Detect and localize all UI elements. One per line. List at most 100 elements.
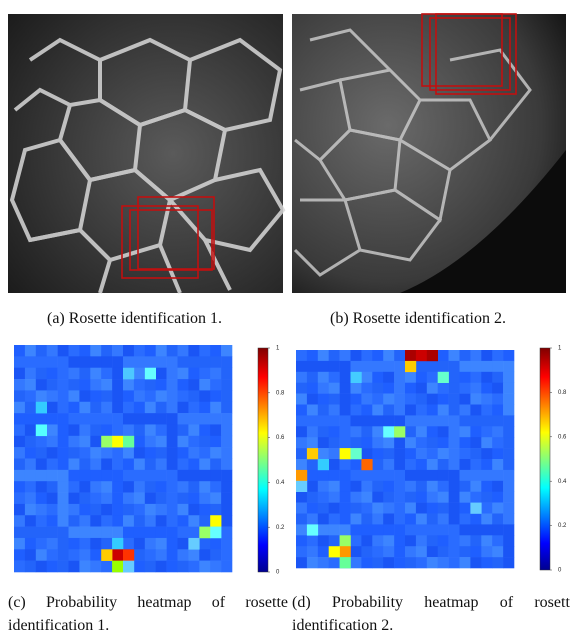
heatmap-cell: [210, 368, 221, 380]
heatmap-cell: [492, 426, 503, 437]
tick-label: 0.6: [276, 435, 285, 441]
heatmap-cell: [145, 345, 156, 357]
heatmap-cell: [416, 524, 427, 535]
heatmap-cell: [307, 415, 318, 426]
caption: identification 1.: [8, 617, 109, 635]
heatmap-cell: [156, 368, 167, 380]
heatmap-cell: [394, 426, 405, 437]
heatmap-cell: [47, 538, 58, 550]
heatmap-cell: [123, 493, 134, 505]
heatmap-cell: [503, 514, 514, 525]
heatmap-cell: [199, 493, 210, 505]
heatmap-cell: [25, 345, 36, 357]
heatmap-cell: [438, 459, 449, 470]
heatmap-cell: [167, 549, 178, 561]
heatmap-cell: [123, 481, 134, 493]
heatmap-cell: [329, 448, 340, 459]
heatmap-cell: [210, 390, 221, 402]
heatmap-cell: [69, 459, 80, 471]
heatmap-cell: [25, 413, 36, 425]
heatmap-cell: [449, 448, 460, 459]
heatmap-cell: [36, 470, 47, 482]
heatmap-cell: [470, 481, 481, 492]
heatmap-cell: [69, 549, 80, 561]
heatmap-cell: [470, 448, 481, 459]
heatmap-cell: [210, 481, 221, 493]
heatmap-cell: [361, 524, 372, 535]
heatmap-cell: [156, 515, 167, 527]
heatmap-cell: [329, 372, 340, 383]
heatmap-cell: [79, 345, 90, 357]
heatmap-cell: [199, 436, 210, 448]
heatmap-cell: [394, 415, 405, 426]
heatmap-cell: [329, 546, 340, 557]
heatmap-cell: [156, 356, 167, 368]
heatmap-cell: [351, 546, 362, 557]
tick-label: 0.6: [558, 434, 567, 440]
heatmap-cell: [134, 459, 145, 471]
heatmap-cell: [372, 405, 383, 416]
heatmap-cell: [318, 394, 329, 405]
heatmap-cell: [69, 368, 80, 380]
heatmap-cell: [58, 527, 69, 539]
heatmap-cell: [503, 415, 514, 426]
heatmap-cell: [470, 503, 481, 514]
heatmap-cell: [361, 405, 372, 416]
heatmap-cell: [58, 413, 69, 425]
heatmap-cell: [14, 549, 25, 561]
heatmap-cell: [145, 390, 156, 402]
heatmap-cell: [178, 424, 189, 436]
heatmap-cell: [123, 368, 134, 380]
heatmap-cell: [101, 402, 112, 414]
heatmap-cell: [307, 361, 318, 372]
heatmap-cell: [210, 424, 221, 436]
heatmap-cell: [156, 481, 167, 493]
heatmap-cell: [307, 481, 318, 492]
heatmap-cell: [199, 481, 210, 493]
heatmap-cell: [405, 492, 416, 503]
heatmap-cell: [134, 345, 145, 357]
heatmap-cell: [427, 437, 438, 448]
heatmap-cell: [210, 447, 221, 459]
heatmap-cell: [58, 504, 69, 516]
heatmap-cell: [69, 447, 80, 459]
heatmap-cell: [58, 368, 69, 380]
heatmap-cell: [296, 524, 307, 535]
heatmap-cell: [112, 470, 123, 482]
heatmap-cell: [372, 535, 383, 546]
heatmap-cell: [503, 350, 514, 361]
heatmap-cell: [199, 402, 210, 414]
heatmap-cell: [178, 515, 189, 527]
heatmap-cell: [372, 459, 383, 470]
heatmap-cell: [123, 504, 134, 516]
heatmap-cell: [470, 426, 481, 437]
heatmap-cell: [351, 383, 362, 394]
heatmap-cell: [167, 356, 178, 368]
heatmap-cell: [47, 424, 58, 436]
heatmap-cell: [481, 503, 492, 514]
heatmap-cell: [394, 405, 405, 416]
heatmap-cell: [188, 504, 199, 516]
heatmap-cell: [405, 426, 416, 437]
heatmap-cell: [307, 546, 318, 557]
heatmap-cell: [481, 535, 492, 546]
heatmap-cell: [69, 561, 80, 573]
heatmap-cell: [503, 557, 514, 568]
heatmap-cell: [36, 356, 47, 368]
heatmap-cell: [351, 415, 362, 426]
heatmap-cell: [492, 448, 503, 459]
heatmap-cell: [438, 437, 449, 448]
heatmap-cell: [470, 459, 481, 470]
heatmap-cell: [438, 514, 449, 525]
caption: (a) Rosette identification 1.: [47, 310, 222, 328]
heatmap-cell: [470, 350, 481, 361]
heatmap-cell: [210, 459, 221, 471]
heatmap-cell: [492, 524, 503, 535]
colorbar: [540, 348, 550, 570]
heatmap-cell: [14, 368, 25, 380]
heatmap-cell: [361, 383, 372, 394]
heatmap-cell: [36, 424, 47, 436]
heatmap-cell: [394, 437, 405, 448]
heatmap-cell: [481, 514, 492, 525]
caption: (b) Rosette identification 2.: [330, 310, 506, 328]
